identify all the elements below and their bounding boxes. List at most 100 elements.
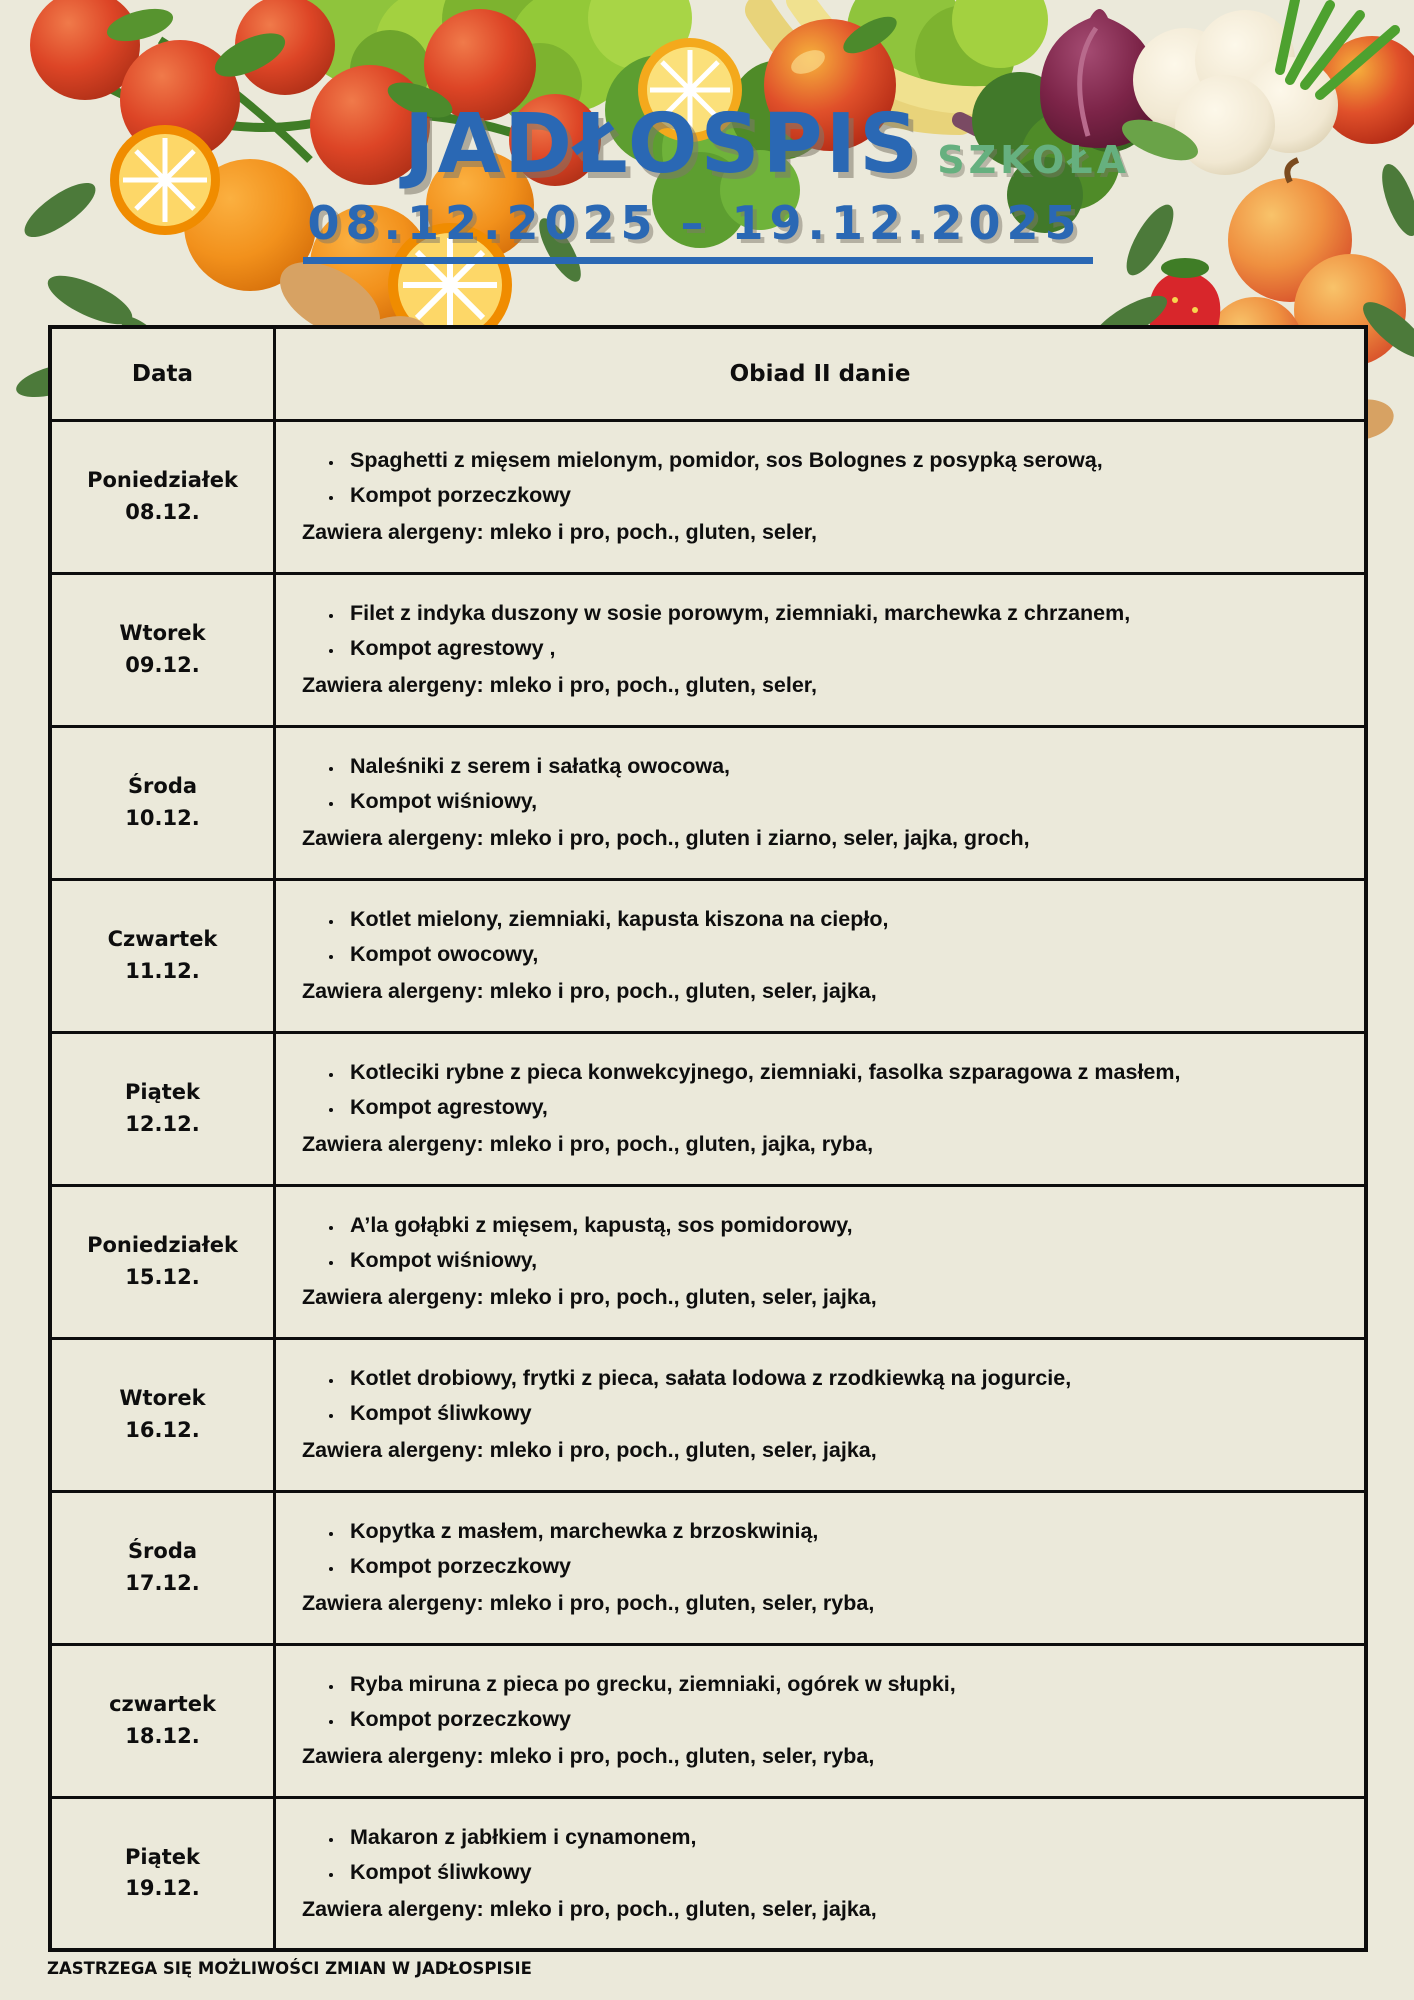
menu-item: Kompot wiśniowy, [344, 784, 1350, 819]
menu-items: Kopytka z masłem, marchewka z brzoskwini… [300, 1514, 1350, 1584]
column-header-data: Data [48, 325, 276, 422]
apple-illustration [764, 16, 1414, 151]
day-cell: Wtorek 16.12. [48, 1336, 276, 1493]
menu-item: Kompot śliwkowy [344, 1396, 1350, 1431]
menu-items: Makaron z jabłkiem i cynamonem,Kompot śl… [300, 1820, 1350, 1890]
menu-cell: Filet z indyka duszony w sosie porowym, … [273, 571, 1368, 728]
table-row: Czwartek 11.12. Kotlet mielony, ziemniak… [48, 877, 1368, 1034]
day-cell: Piątek 12.12. [48, 1030, 276, 1187]
allergens-line: Zawiera alergeny: mleko i pro, poch., gl… [302, 519, 817, 544]
table-row: czwartek 18.12. Ryba miruna z pieca po g… [48, 1642, 1368, 1799]
table-row: Wtorek 09.12. Filet z indyka duszony w s… [48, 571, 1368, 728]
menu-cell: Kotlet mielony, ziemniaki, kapusta kiszo… [273, 877, 1368, 1034]
menu-item: Kopytka z masłem, marchewka z brzoskwini… [344, 1514, 1350, 1549]
menu-items: A’la gołąbki z mięsem, kapustą, sos pomi… [300, 1208, 1350, 1278]
table-row: Piątek 19.12. Makaron z jabłkiem i cynam… [48, 1795, 1368, 1952]
menu-cell: Ryba miruna z pieca po grecku, ziemniaki… [273, 1642, 1368, 1799]
menu-items: Kotlet mielony, ziemniaki, kapusta kiszo… [300, 902, 1350, 972]
day-name: Środa [127, 1539, 198, 1563]
day-cell: Wtorek 09.12. [48, 571, 276, 728]
day-cell: Środa 10.12. [48, 724, 276, 881]
menu-cell: Kotlet drobiowy, frytki z pieca, sałata … [273, 1336, 1368, 1493]
table-row: Poniedziałek 08.12. Spaghetti z mięsem m… [48, 418, 1368, 575]
day-cell: Czwartek 11.12. [48, 877, 276, 1034]
table-row: Wtorek 16.12. Kotlet drobiowy, frytki z … [48, 1336, 1368, 1493]
day-name: Środa [127, 774, 198, 798]
lemon-slice-illustration [638, 38, 742, 142]
menu-item: Kompot porzeczkowy [344, 1702, 1350, 1737]
menu-item: A’la gołąbki z mięsem, kapustą, sos pomi… [344, 1208, 1350, 1243]
day-cell: Piątek 19.12. [48, 1795, 276, 1952]
menu-items: Spaghetti z mięsem mielonym, pomidor, so… [300, 443, 1350, 513]
menu-items: Kotleciki rybne z pieca konwekcyjnego, z… [300, 1055, 1350, 1125]
menu-cell: Spaghetti z mięsem mielonym, pomidor, so… [273, 418, 1368, 575]
red-onion-illustration [1040, 9, 1158, 148]
menu-item: Ryba miruna z pieca po grecku, ziemniaki… [344, 1667, 1350, 1702]
day-cell: Poniedziałek 15.12. [48, 1183, 276, 1340]
menu-item: Kompot porzeczkowy [344, 478, 1350, 513]
title-row: JADŁOSPIS SZKOŁA [404, 104, 1130, 186]
menu-items: Naleśniki z serem i sałatką owocowa,Komp… [300, 749, 1350, 819]
menu-cell: Kotleciki rybne z pieca konwekcyjnego, z… [273, 1030, 1368, 1187]
footer-disclaimer: ZASTRZEGA SIĘ MOŻLIWOŚCI ZMIAN W JADŁOSP… [47, 1959, 532, 1978]
allergens-line: Zawiera alergeny: mleko i pro, poch., gl… [302, 1131, 874, 1156]
page-subtitle: SZKOŁA [937, 138, 1130, 182]
day-name: Wtorek [119, 1386, 206, 1410]
allergens-line: Zawiera alergeny: mleko i pro, poch., gl… [302, 672, 817, 697]
menu-item: Kotlet mielony, ziemniaki, kapusta kiszo… [344, 902, 1350, 937]
day-name: czwartek [109, 1692, 216, 1716]
allergens-line: Zawiera alergeny: mleko i pro, poch., gl… [302, 1590, 875, 1615]
green-onions-illustration [1275, 0, 1400, 100]
menu-cell: Kopytka z masłem, marchewka z brzoskwini… [273, 1489, 1368, 1646]
table-row: Poniedziałek 15.12. A’la gołąbki z mięse… [48, 1183, 1368, 1340]
menu-item: Kompot agrestowy, [344, 1090, 1350, 1125]
page-title: JADŁOSPIS [404, 97, 922, 192]
menu-item: Filet z indyka duszony w sosie porowym, … [344, 596, 1350, 631]
table-row: Środa 10.12. Naleśniki z serem i sałatką… [48, 724, 1368, 881]
day-name: Piątek [124, 1080, 200, 1104]
menu-item: Makaron z jabłkiem i cynamonem, [344, 1820, 1350, 1855]
menu-table: Data Obiad II danie Poniedziałek 08.12. … [48, 325, 1368, 1952]
menu-items: Filet z indyka duszony w sosie porowym, … [300, 596, 1350, 666]
day-date: 15.12. [125, 1264, 200, 1289]
day-date: 17.12. [125, 1570, 200, 1595]
day-date: 11.12. [125, 958, 200, 983]
menu-item: Kompot wiśniowy, [344, 1243, 1350, 1278]
allergens-line: Zawiera alergeny: mleko i pro, poch., gl… [302, 1437, 877, 1462]
column-header-obiad: Obiad II danie [273, 325, 1368, 422]
day-name: Piątek [124, 1844, 200, 1869]
menu-item: Kompot owocowy, [344, 937, 1350, 972]
menu-item: Kompot agrestowy , [344, 631, 1350, 666]
menu-cell: Makaron z jabłkiem i cynamonem,Kompot śl… [273, 1795, 1368, 1952]
allergens-line: Zawiera alergeny: mleko i pro, poch., gl… [302, 825, 1030, 850]
menu-item: Spaghetti z mięsem mielonym, pomidor, so… [344, 443, 1350, 478]
day-date: 09.12. [125, 652, 200, 677]
table-header-row: Data Obiad II danie [48, 325, 1368, 422]
day-name: Poniedziałek [87, 1233, 238, 1257]
allergens-line: Zawiera alergeny: mleko i pro, poch., gl… [302, 1284, 877, 1309]
allergens-line: Zawiera alergeny: mleko i pro, poch., gl… [302, 1743, 875, 1768]
day-name: Wtorek [119, 621, 206, 645]
menu-item: Kompot śliwkowy [344, 1855, 1350, 1890]
menu-item: Kompot porzeczkowy [344, 1549, 1350, 1584]
day-date: 18.12. [125, 1723, 200, 1748]
allergens-line: Zawiera alergeny: mleko i pro, poch., gl… [302, 1896, 877, 1921]
day-name: Poniedziałek [87, 468, 238, 492]
menu-item: Naleśniki z serem i sałatką owocowa, [344, 749, 1350, 784]
date-range: 08.12.2025 – 19.12.2025 [303, 196, 1093, 264]
day-cell: Poniedziałek 08.12. [48, 418, 276, 575]
menu-cell: A’la gołąbki z mięsem, kapustą, sos pomi… [273, 1183, 1368, 1340]
day-date: 12.12. [125, 1111, 200, 1136]
day-cell: czwartek 18.12. [48, 1642, 276, 1799]
cauliflower-illustration [1122, 10, 1338, 175]
day-date: 16.12. [125, 1417, 200, 1442]
menu-item: Kotlet drobiowy, frytki z pieca, sałata … [344, 1361, 1350, 1396]
day-date: 10.12. [125, 805, 200, 830]
table-row: Piątek 12.12. Kotleciki rybne z pieca ko… [48, 1030, 1368, 1187]
allergens-line: Zawiera alergeny: mleko i pro, poch., gl… [302, 978, 877, 1003]
day-cell: Środa 17.12. [48, 1489, 276, 1646]
table-row: Środa 17.12. Kopytka z masłem, marchewka… [48, 1489, 1368, 1646]
menu-item: Kotleciki rybne z pieca konwekcyjnego, z… [344, 1055, 1350, 1090]
day-date: 19.12. [125, 1876, 200, 1901]
day-date: 08.12. [125, 499, 200, 524]
